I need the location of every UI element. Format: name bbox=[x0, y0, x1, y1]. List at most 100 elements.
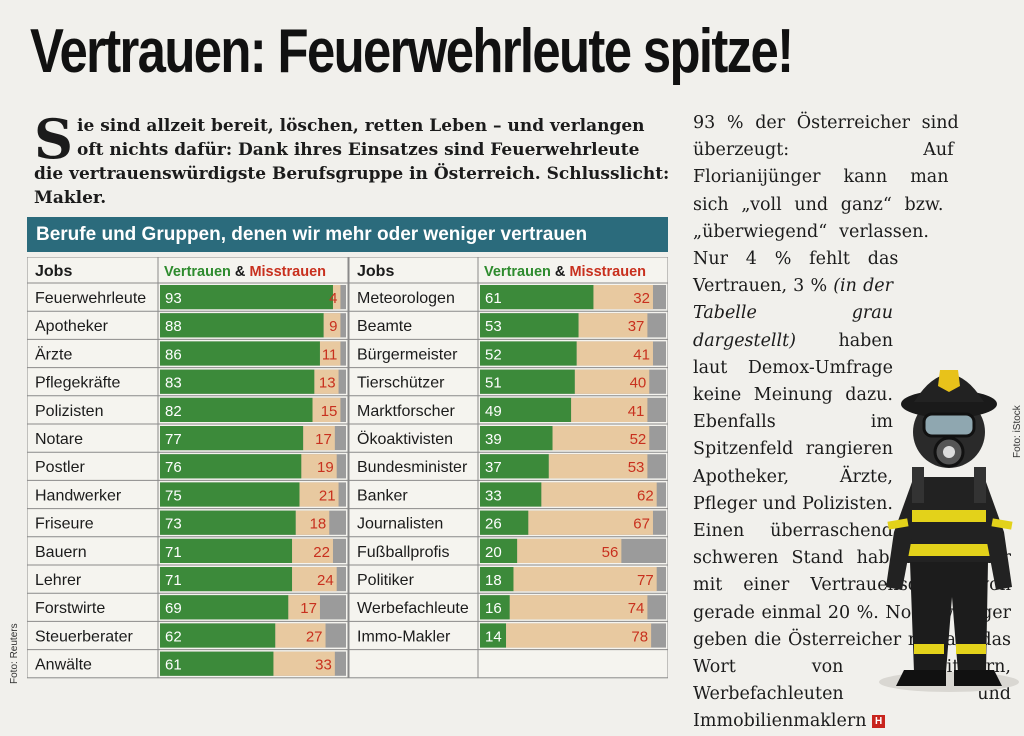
distrust-bar bbox=[509, 595, 648, 620]
distrust-value: 4 bbox=[329, 290, 337, 307]
distrust-bar bbox=[292, 538, 333, 563]
headline: Vertrauen: Feuerwehrleute spitze! bbox=[30, 17, 794, 86]
distrust-value: 32 bbox=[633, 290, 650, 307]
trust-table-panel: Berufe und Gruppen, denen wir mehr oder … bbox=[27, 217, 668, 687]
trust-value: 49 bbox=[485, 403, 502, 420]
distrust-value: 11 bbox=[322, 346, 338, 363]
job-label: Friseure bbox=[35, 516, 94, 533]
legend-trust: Vertrauen bbox=[164, 264, 231, 280]
trust-value: 16 bbox=[485, 600, 502, 617]
job-label: Lehrer bbox=[35, 572, 82, 589]
distrust-value: 67 bbox=[633, 516, 650, 533]
credit-left: Foto: Reuters bbox=[9, 623, 20, 684]
sidebar-text-part1: 93 % der Österreicher sind überzeugt: Au… bbox=[693, 113, 959, 297]
header-jobs-left: Jobs bbox=[35, 263, 72, 280]
legend-amp: & bbox=[551, 264, 570, 280]
sidebar-article: 93 % der Österreicher sind überzeugt: Au… bbox=[693, 110, 1011, 736]
distrust-bar bbox=[541, 482, 657, 507]
distrust-value: 21 bbox=[319, 487, 336, 504]
distrust-bar bbox=[571, 397, 648, 422]
trust-value: 93 bbox=[165, 290, 182, 307]
distrust-value: 62 bbox=[637, 487, 654, 504]
job-label: Ökoaktivisten bbox=[357, 430, 453, 448]
trust-value: 73 bbox=[165, 516, 182, 533]
trust-value: 33 bbox=[485, 487, 502, 504]
job-label: Forstwirte bbox=[35, 600, 105, 617]
trust-bar bbox=[160, 341, 320, 366]
intro-body: ie sind allzeit bereit, löschen, retten … bbox=[34, 116, 670, 208]
trust-value: 61 bbox=[165, 657, 182, 674]
distrust-value: 17 bbox=[315, 431, 332, 448]
job-label: Politiker bbox=[357, 572, 415, 589]
legend-distrust: Misstrauen bbox=[569, 264, 646, 280]
distrust-value: 41 bbox=[633, 346, 650, 363]
job-label: Feuerwehrleute bbox=[35, 290, 146, 307]
distrust-value: 17 bbox=[300, 600, 317, 617]
trust-chart: Jobs Vertrauen & Misstrauen Feuerwehrleute… bbox=[27, 257, 668, 679]
distrust-value: 56 bbox=[602, 544, 619, 561]
distrust-value: 19 bbox=[317, 459, 334, 476]
trust-value: 18 bbox=[485, 572, 502, 589]
distrust-value: 24 bbox=[317, 572, 334, 589]
legend-left: Vertrauen & Misstrauen bbox=[164, 264, 326, 280]
job-label: Bundesminister bbox=[357, 459, 468, 476]
distrust-bar bbox=[576, 341, 653, 366]
distrust-bar bbox=[299, 482, 339, 507]
distrust-bar bbox=[506, 623, 652, 648]
firefighter-illustration bbox=[879, 370, 1019, 692]
distrust-value: 9 bbox=[329, 318, 337, 335]
distrust-value: 41 bbox=[628, 403, 645, 420]
trust-bar bbox=[480, 397, 572, 422]
legend-right: Vertrauen & Misstrauen bbox=[484, 264, 646, 280]
distrust-bar bbox=[578, 313, 648, 338]
distrust-bar bbox=[332, 285, 341, 310]
trust-value: 20 bbox=[485, 544, 502, 561]
trust-value: 75 bbox=[165, 487, 182, 504]
distrust-value: 22 bbox=[313, 544, 330, 561]
distrust-bar bbox=[319, 341, 341, 366]
trust-bar bbox=[160, 285, 333, 310]
job-label: Immo-Makler bbox=[357, 628, 451, 645]
trust-bar bbox=[160, 313, 324, 338]
job-label: Bürgermeister bbox=[357, 346, 458, 363]
distrust-value: 33 bbox=[315, 657, 332, 674]
trust-value: 53 bbox=[485, 318, 502, 335]
trust-bar bbox=[160, 595, 289, 620]
trust-bar bbox=[480, 482, 542, 507]
job-label: Beamte bbox=[357, 318, 412, 335]
distrust-value: 13 bbox=[319, 375, 336, 392]
distrust-value: 78 bbox=[631, 628, 648, 645]
publisher-logo: H bbox=[872, 715, 886, 729]
job-label: Steuerberater bbox=[35, 628, 134, 645]
intro-dropcap: S bbox=[34, 107, 73, 171]
distrust-bar bbox=[312, 397, 341, 422]
distrust-bar bbox=[323, 313, 341, 338]
job-label: Meteorologen bbox=[357, 290, 455, 307]
distrust-bar bbox=[275, 623, 326, 648]
trust-bar bbox=[480, 313, 579, 338]
trust-bar bbox=[480, 426, 553, 451]
trust-bar bbox=[480, 623, 507, 648]
trust-value: 69 bbox=[165, 600, 182, 617]
trust-bar bbox=[480, 510, 529, 535]
job-label: Pflegekräfte bbox=[35, 375, 120, 392]
distrust-bar bbox=[273, 651, 335, 676]
job-label: Notare bbox=[35, 431, 83, 448]
trust-value: 61 bbox=[485, 290, 502, 307]
legend-trust: Vertrauen bbox=[484, 264, 551, 280]
distrust-value: 77 bbox=[637, 572, 654, 589]
trust-value: 14 bbox=[485, 628, 502, 645]
job-label: Polizisten bbox=[35, 403, 103, 420]
job-label: Bauern bbox=[35, 544, 87, 561]
trust-bar bbox=[480, 595, 510, 620]
trust-value: 52 bbox=[485, 346, 502, 363]
job-label: Tierschützer bbox=[357, 375, 445, 392]
distrust-bar bbox=[528, 510, 653, 535]
trust-value: 39 bbox=[485, 431, 502, 448]
trust-bar bbox=[160, 482, 300, 507]
trust-bar bbox=[160, 454, 302, 479]
trust-value: 71 bbox=[165, 544, 182, 561]
distrust-value: 18 bbox=[310, 516, 327, 533]
trust-bar bbox=[480, 567, 514, 592]
